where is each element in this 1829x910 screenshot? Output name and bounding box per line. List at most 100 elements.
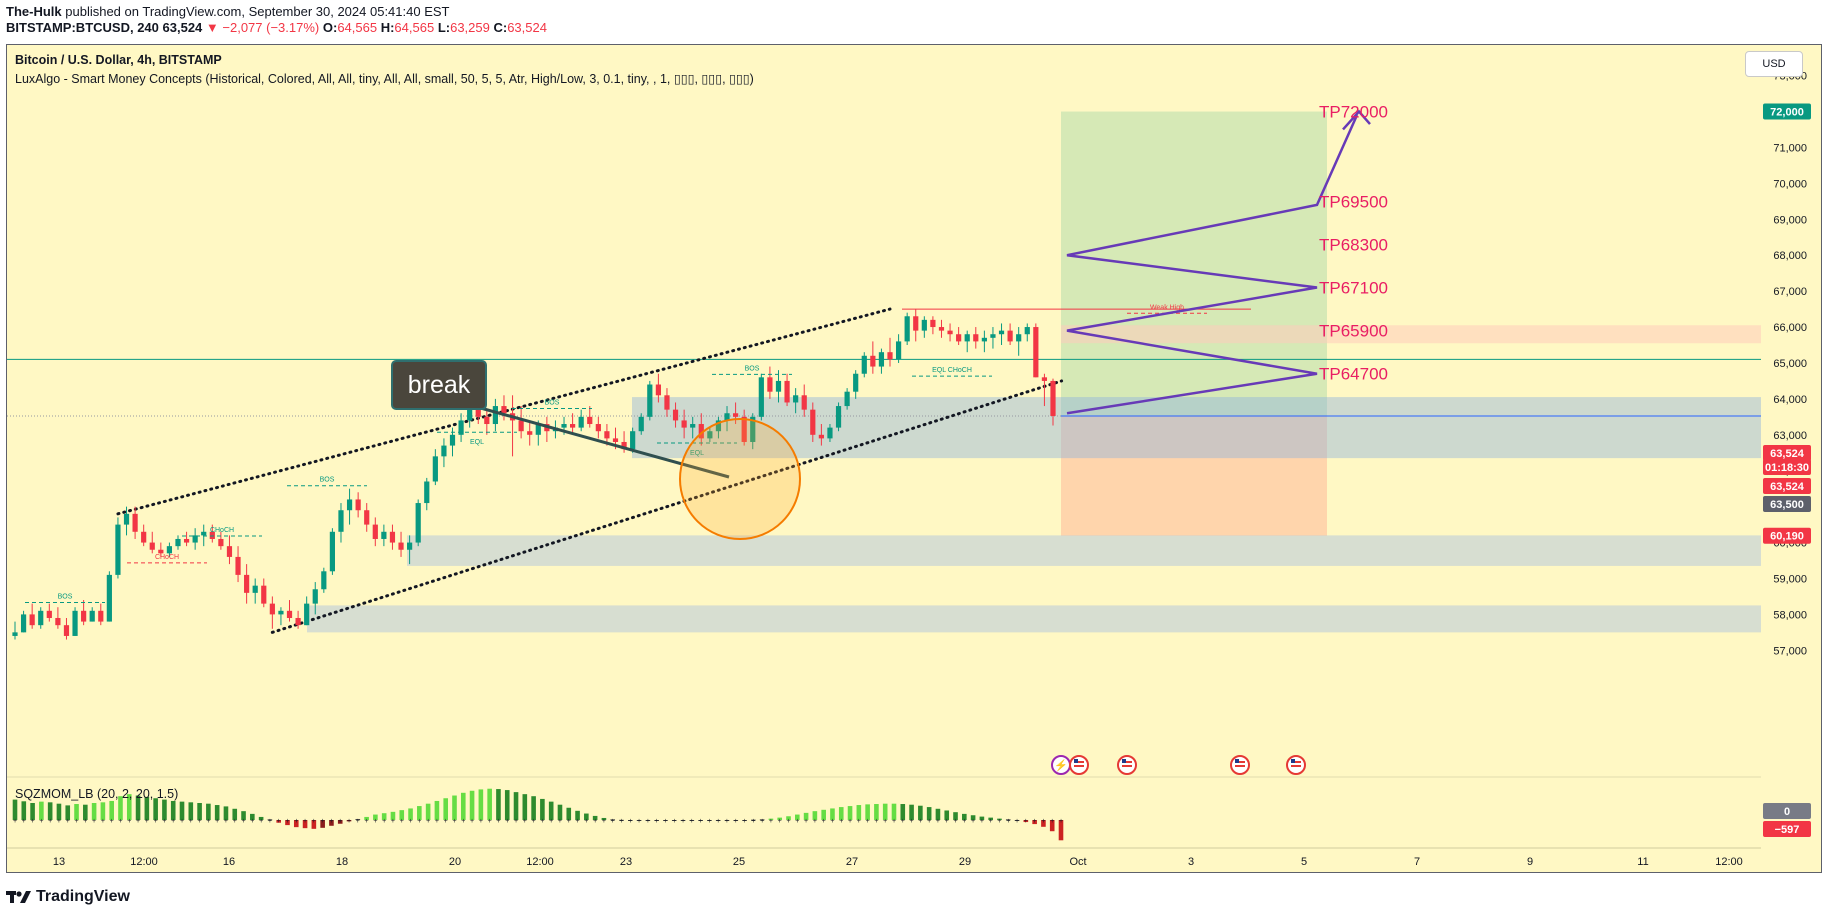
oscillator-bar xyxy=(496,789,501,820)
chart-canvas[interactable]: BOS CHoCH CHoCH BOS BOS EQL BOS EQL EQL CHoCH Wea… xyxy=(7,45,1822,873)
candle-body xyxy=(38,610,44,626)
price-tick: 65,000 xyxy=(1773,358,1807,370)
squeeze-dot: + xyxy=(110,818,114,825)
smc-label: EQL xyxy=(690,450,704,457)
time-axis[interactable]: 13 12:00 16 18 20 12:00 23 25 27 29 Oct 3 5 7 9 11 12:00 xyxy=(53,856,1743,868)
squeeze-dot: + xyxy=(22,818,26,825)
candle-body xyxy=(527,431,533,435)
oscillator-bar xyxy=(751,819,756,821)
oscillator-bar xyxy=(997,818,1002,820)
oscillator-layer: + + + + + + + + + + + + + + + + + + + + + + + + + + + + + + + + + + + + + + + +… xyxy=(12,788,1064,841)
currency-button[interactable]: USD xyxy=(1745,51,1803,77)
lightning-icon-glyph: ⚡ xyxy=(1054,759,1068,772)
oscillator-bar xyxy=(601,817,607,820)
price-tick: 58,000 xyxy=(1773,609,1807,621)
oscillator-bar xyxy=(847,806,853,820)
oscillator-bar xyxy=(276,820,281,823)
candle-body xyxy=(775,380,782,392)
indicator-legend[interactable]: LuxAlgo - Smart Money Concepts (Historic… xyxy=(15,72,754,86)
squeeze-dot: + xyxy=(206,818,210,825)
oscillator-bar xyxy=(918,805,923,820)
squeeze-dot: + xyxy=(628,818,632,825)
target-zone xyxy=(1061,111,1327,416)
squeeze-dot: + xyxy=(804,818,808,825)
oscillator-bar xyxy=(355,818,361,820)
oscillator-bar xyxy=(882,803,888,820)
candle-body xyxy=(63,625,70,636)
squeeze-dot: + xyxy=(830,818,834,825)
candle-body xyxy=(1041,377,1048,381)
candle-body xyxy=(1016,334,1022,342)
squeeze-dot: + xyxy=(241,818,245,825)
candle-body xyxy=(424,481,430,504)
candle-body xyxy=(964,334,970,342)
oscillator-bar xyxy=(513,792,519,820)
oscillator-bar xyxy=(126,794,132,820)
squeeze-dot: + xyxy=(593,818,597,825)
oscillator-bar xyxy=(759,819,765,821)
squeeze-dot: + xyxy=(892,818,896,825)
squeeze-dot: + xyxy=(1059,818,1063,825)
oscillator-legend[interactable]: SQZMOM_LB (20, 2, 20, 1.5) xyxy=(15,787,179,801)
sl-price-label-bg xyxy=(1763,527,1811,544)
oscillator-bar xyxy=(293,820,299,828)
chart-area[interactable]: BOS CHoCH CHoCH BOS BOS EQL BOS EQL EQL CHoCH Wea… xyxy=(6,44,1822,873)
squeeze-dot: + xyxy=(936,818,940,825)
candle-body xyxy=(801,395,807,410)
candle-body xyxy=(947,330,953,335)
oscillator-bar xyxy=(399,810,405,820)
squeeze-dot: + xyxy=(989,818,993,825)
candle-body xyxy=(1024,327,1030,335)
candle-body xyxy=(612,438,619,442)
candle-body xyxy=(930,319,936,328)
target-label: TP64700 xyxy=(1319,365,1388,384)
oscillator-bar xyxy=(724,820,730,821)
ohlc-line: BITSTAMP:BTCUSD, 240 63,524 ▼ −2,077 (−3… xyxy=(6,20,547,35)
candle-body xyxy=(81,610,87,622)
us-flag-icon-stripe xyxy=(1122,765,1132,767)
price-tick: 69,000 xyxy=(1773,214,1807,226)
squeeze-dot: + xyxy=(408,818,412,825)
author-name[interactable]: The-Hulk xyxy=(6,4,62,19)
squeeze-dot: + xyxy=(312,818,316,825)
candle-body xyxy=(355,499,361,511)
squeeze-dot: + xyxy=(980,818,984,825)
squeeze-dot: + xyxy=(1041,818,1045,825)
squeeze-dot: + xyxy=(171,818,175,825)
oscillator-bar xyxy=(531,796,536,820)
candle-body xyxy=(724,413,730,421)
candle-body xyxy=(106,574,112,622)
squeeze-dot: + xyxy=(839,818,843,825)
oscillator-bar xyxy=(715,820,721,821)
oscillator-bar xyxy=(645,820,651,821)
candle-body xyxy=(956,334,962,342)
last-price: 63,524 xyxy=(162,20,203,35)
candle-body xyxy=(570,424,576,428)
event-icons[interactable]: ⚡ xyxy=(1051,755,1306,775)
time-tick: 5 xyxy=(1301,856,1307,868)
squeeze-dot: + xyxy=(347,818,351,825)
oscillator-bar xyxy=(680,820,686,821)
oscillator-bar xyxy=(390,811,396,820)
target-label: TP68300 xyxy=(1319,235,1388,254)
squeeze-dot: + xyxy=(945,818,949,825)
squeeze-dot: + xyxy=(918,818,922,825)
tradingview-logo[interactable]: TradingView xyxy=(6,888,130,906)
candle-body xyxy=(123,513,130,525)
oscillator-bar xyxy=(153,798,158,820)
oscillator-bar xyxy=(65,805,71,820)
time-tick: Oct xyxy=(1069,856,1086,868)
oscillator-bar xyxy=(979,816,985,820)
open-label: O: xyxy=(322,20,338,35)
oscillator-bar xyxy=(935,808,941,820)
channel-layer xyxy=(116,307,1064,634)
candle-body xyxy=(381,531,387,539)
countdown-label-bg xyxy=(1763,459,1811,475)
candle-body xyxy=(604,431,610,439)
candle-body xyxy=(810,409,816,435)
oscillator-bar xyxy=(170,800,176,820)
us-flag-icon-stripe xyxy=(1235,761,1245,763)
time-tick: 25 xyxy=(733,856,745,868)
candle-body xyxy=(715,420,722,432)
demand-zone-1 xyxy=(632,397,1761,459)
